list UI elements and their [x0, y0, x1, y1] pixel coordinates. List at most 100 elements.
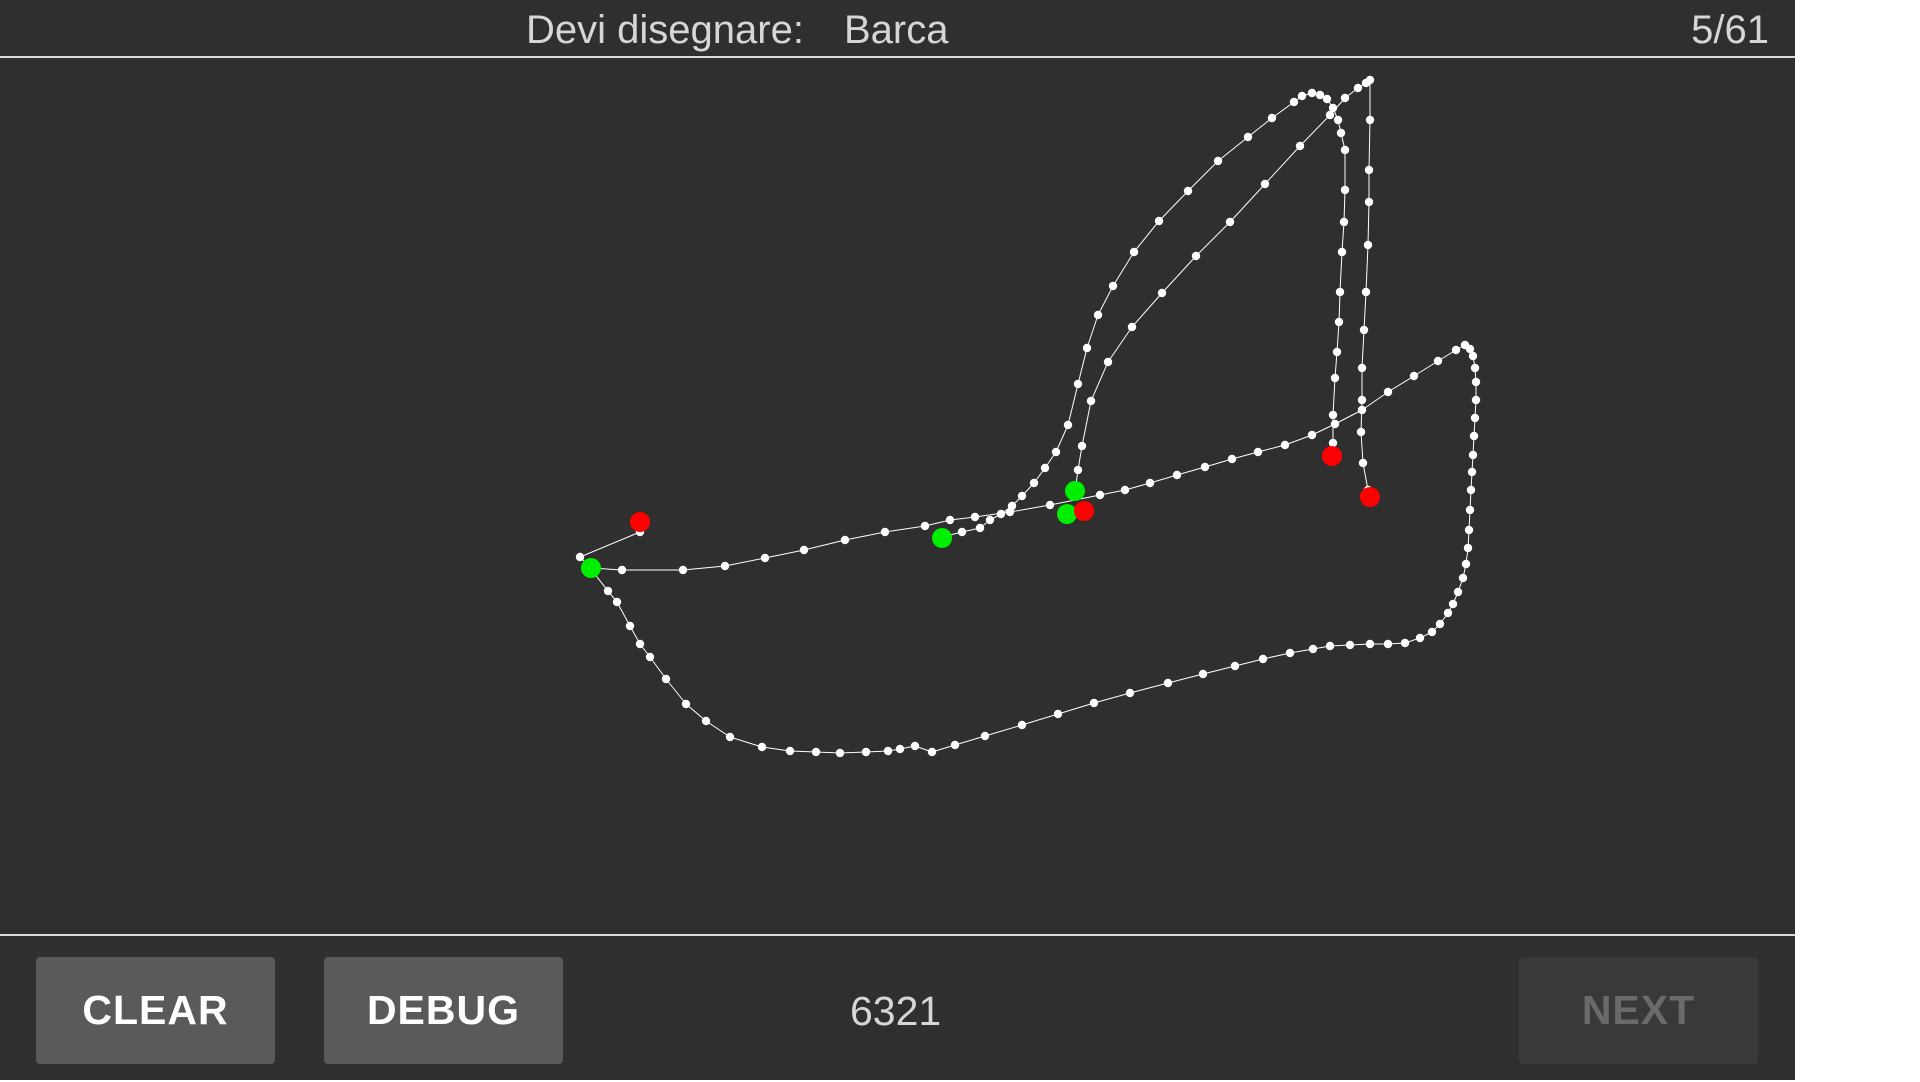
sketch-point [757, 742, 767, 752]
sketch-point [1356, 427, 1366, 437]
sketch-point [1333, 115, 1343, 125]
sketch-point [1469, 431, 1479, 441]
sketch-point [1357, 405, 1367, 415]
sketch-point [1427, 627, 1437, 637]
sketch-point [1095, 490, 1105, 500]
sketch-point [1365, 115, 1375, 125]
sketch-point [617, 565, 627, 575]
progress-counter: 5/61 [1691, 8, 1769, 52]
sketch-point [1357, 363, 1367, 373]
sketch-point [1093, 310, 1103, 320]
sketch-point [1365, 639, 1375, 649]
sketch-point [1471, 395, 1481, 405]
sketch-point [1295, 141, 1305, 151]
sketch-point [1157, 288, 1167, 298]
sketch-point [725, 732, 735, 742]
sketch-stroke [1074, 79, 1371, 492]
sketch-point [1334, 317, 1344, 327]
sketch-point [681, 699, 691, 709]
sketch-point [1345, 640, 1355, 650]
app-window: Devi disegnare: Barca 5/61 CLEAR DEBUG 6… [0, 0, 1795, 1080]
sketch-point [1051, 447, 1061, 457]
sketch-stroke [579, 344, 1477, 754]
stroke-start-marker [932, 528, 952, 548]
sketch-point [1191, 251, 1201, 261]
sketch-point [1458, 573, 1468, 583]
sketch-point [861, 747, 871, 757]
sketch-point [1339, 217, 1349, 227]
sketch-point [1448, 599, 1458, 609]
sketch-stroke [941, 92, 1346, 538]
sketch-point [1200, 462, 1210, 472]
prompt-word: Barca [844, 8, 949, 52]
sketch-point [1017, 720, 1027, 730]
sketch-point [785, 746, 795, 756]
sketch-point [1336, 128, 1346, 138]
sketch-point [1435, 619, 1445, 629]
sketch-point [1063, 420, 1073, 430]
sketch-point [1358, 458, 1368, 468]
sketch-point [603, 586, 613, 596]
sketch-point [1453, 587, 1463, 597]
sketch-point [1383, 387, 1393, 397]
sketch-point [1154, 216, 1164, 226]
sketch-point [1285, 648, 1295, 658]
sketch-drawing [575, 75, 1481, 758]
sketch-point [883, 746, 893, 756]
sketch-point [1464, 525, 1474, 535]
sketch-point [895, 744, 905, 754]
sketch-point [1328, 410, 1338, 420]
header-bar: Devi disegnare: Barca 5/61 [0, 0, 1795, 58]
sketch-point [1328, 438, 1338, 448]
sketch-point [1465, 505, 1475, 515]
sketch-point [720, 561, 730, 571]
sketch-point [1243, 132, 1253, 142]
sketch-point [1280, 440, 1290, 450]
drawing-canvas[interactable] [0, 58, 1795, 933]
prompt-label: Devi disegnare: [526, 8, 804, 52]
clear-button[interactable]: CLEAR [36, 957, 275, 1064]
sketch-point [970, 512, 980, 522]
sketch-point [1308, 644, 1318, 654]
sketch-point [920, 521, 930, 531]
sketch-point [1332, 347, 1342, 357]
sketch-point [1340, 185, 1350, 195]
sketch-point [840, 535, 850, 545]
sketch-point [575, 552, 585, 562]
footer-bar: CLEAR DEBUG 6321 NEXT [0, 934, 1795, 1082]
sketch-point [950, 740, 960, 750]
stroke-start-marker [1065, 481, 1085, 501]
sketch-point [1340, 145, 1350, 155]
stroke-end-marker [1360, 487, 1380, 507]
debug-button[interactable]: DEBUG [324, 957, 563, 1064]
sketch-point [1325, 641, 1335, 651]
sketch-point [910, 741, 920, 751]
sketch-point [1325, 110, 1335, 120]
sketch-point [1230, 661, 1240, 671]
next-button[interactable]: NEXT [1519, 957, 1758, 1064]
sketch-point [1364, 197, 1374, 207]
sketch-point [1470, 413, 1480, 423]
sketch-point [1451, 345, 1461, 355]
sketch-point [1073, 465, 1083, 475]
sketch-point [927, 747, 937, 757]
sketch-point [1315, 90, 1325, 100]
sketch-point [701, 716, 711, 726]
sketch-point [835, 748, 845, 758]
sketch-point [1029, 478, 1039, 488]
sketch-point [1183, 186, 1193, 196]
sketch-point [1328, 103, 1338, 113]
sketch-point [880, 527, 890, 537]
sketch-point [1086, 396, 1096, 406]
sketch-point [1330, 419, 1340, 429]
sketch-point [1335, 287, 1345, 297]
sketch-point [612, 597, 622, 607]
sketch-point [975, 523, 985, 533]
sketch-point [1468, 450, 1478, 460]
sketch-point [957, 527, 967, 537]
sketch-point [1045, 500, 1055, 510]
sketch-point [1017, 491, 1027, 501]
sketch-point [1007, 501, 1017, 511]
sketch-point [799, 545, 809, 555]
sketch-point [1297, 91, 1307, 101]
